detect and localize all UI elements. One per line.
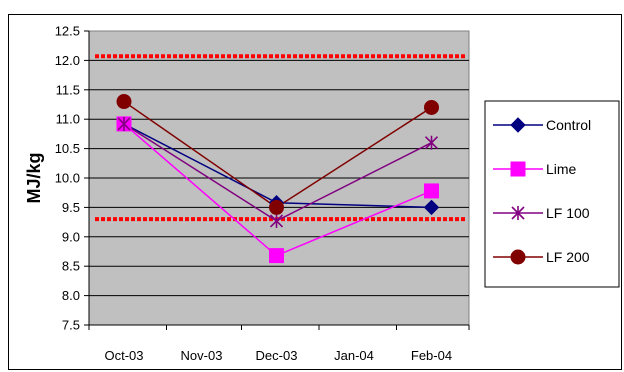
y-tick-label: 10.5 bbox=[55, 141, 80, 156]
chart-frame: 12.5 12.0 11.5 11.0 10.5 10.0 9.5 9.0 8.5 8.0 7.5 O… bbox=[8, 14, 622, 370]
legend-label: Lime bbox=[546, 161, 577, 177]
data-point-lf-200 bbox=[424, 99, 439, 115]
y-tick-label: 9.5 bbox=[62, 200, 80, 215]
legend-marker bbox=[511, 206, 525, 220]
data-point-lime bbox=[424, 183, 439, 199]
data-point-control bbox=[423, 199, 440, 216]
legend-marker bbox=[510, 117, 526, 133]
y-tick-label: 10.0 bbox=[55, 171, 80, 186]
y-axis-label: MJ/kg bbox=[24, 152, 44, 203]
legend-box bbox=[484, 100, 620, 288]
data-point-lime bbox=[269, 248, 284, 264]
data-point-lf-200 bbox=[269, 199, 284, 215]
x-tick-label: Dec-03 bbox=[256, 348, 298, 363]
y-tick-label: 12.0 bbox=[55, 53, 80, 68]
legend-label: Control bbox=[546, 117, 591, 133]
data-point-lf-100 bbox=[117, 116, 131, 131]
y-tick-label: 11.5 bbox=[56, 82, 80, 97]
line-chart: 12.5 12.0 11.5 11.0 10.5 10.0 9.5 9.0 8.5 8.0 7.5 O… bbox=[24, 24, 620, 363]
legend-marker bbox=[510, 249, 526, 265]
x-tick-label: Oct-03 bbox=[104, 348, 143, 363]
y-tick-label: 7.5 bbox=[62, 318, 80, 333]
y-tick-label: 8.5 bbox=[62, 259, 80, 274]
data-point-lf-200 bbox=[116, 94, 132, 110]
data-point-lf-100 bbox=[269, 213, 284, 228]
y-tick-label: 8.0 bbox=[62, 288, 80, 303]
legend-label: LF 200 bbox=[546, 249, 590, 265]
x-tick-label: Nov-03 bbox=[181, 348, 223, 363]
y-tick-label: 11.0 bbox=[56, 112, 80, 127]
x-tick-label: Jan-04 bbox=[334, 348, 374, 363]
x-tick-label: Feb-04 bbox=[411, 348, 452, 363]
data-point-lf-100 bbox=[424, 135, 439, 150]
legend-label: LF 100 bbox=[546, 205, 590, 221]
y-tick-label: 9.0 bbox=[62, 229, 80, 244]
legend-marker bbox=[510, 161, 526, 177]
y-tick-label: 12.5 bbox=[55, 24, 80, 39]
